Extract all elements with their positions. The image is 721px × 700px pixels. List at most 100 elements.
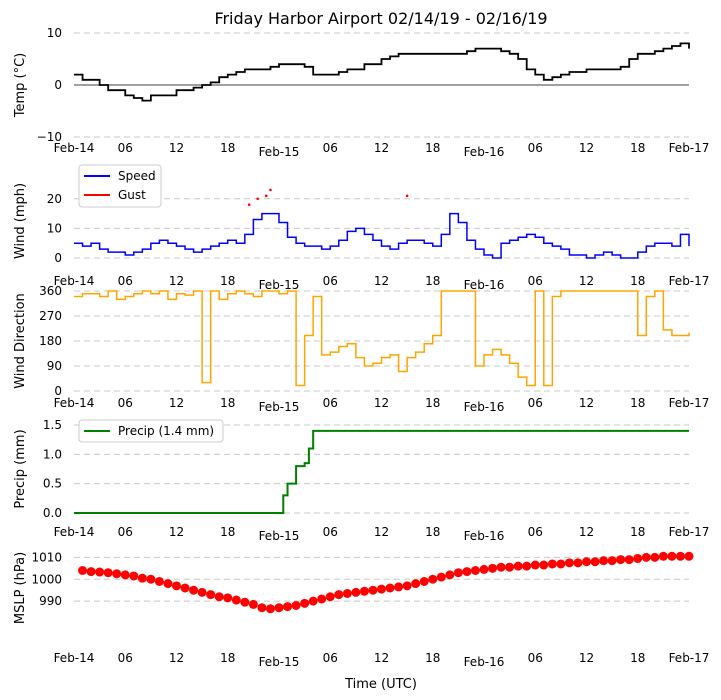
legend-box [78, 419, 224, 443]
panel-temperature: 10 0 −10 Temp (°C) Feb-14 06 12 18 Feb-15 06 12 18 F… [13, 26, 709, 159]
mslp-point [624, 555, 634, 565]
x-tick-label: 18 [220, 396, 235, 410]
mslp-point [479, 564, 489, 574]
mslp-point [265, 604, 275, 614]
y-tick-label: −10 [37, 130, 62, 144]
x-tick-label: 12 [579, 396, 594, 410]
mslp-point [564, 558, 574, 568]
mslp-point [300, 598, 310, 608]
y-tick-label: 1010 [31, 550, 62, 564]
x-tick-label: Feb-17 [669, 396, 710, 410]
mslp-point [180, 583, 190, 593]
x-tick-label: 06 [118, 525, 133, 539]
x-tick-label: Feb-14 [54, 525, 95, 539]
mslp-point [257, 603, 267, 613]
mslp-point [197, 587, 207, 597]
x-tick-label: 06 [323, 274, 338, 288]
y-axis-label: Wind Direction [13, 293, 28, 389]
x-axis-label: Time (UTC) [344, 677, 417, 692]
mslp-point [240, 597, 250, 607]
gust-point [247, 203, 251, 207]
mslp-point [274, 603, 284, 613]
x-tick-label: 18 [630, 651, 645, 665]
x-tick-label: 18 [425, 141, 440, 155]
mslp-point [112, 569, 122, 579]
x-tick-label: 18 [425, 396, 440, 410]
mslp-point [522, 561, 532, 571]
panel-direction: 360 270 180 90 0 Wind Direction Feb-14 06 12 18 Fe… [13, 284, 709, 414]
x-tick-label: Feb-17 [669, 141, 710, 155]
mslp-point [684, 551, 694, 561]
x-tick-label: 18 [630, 274, 645, 288]
x-tick-label: Feb-14 [54, 651, 95, 665]
mslp-point [231, 595, 241, 605]
y-tick-label: 0 [54, 251, 62, 265]
mslp-point [658, 551, 668, 561]
x-tick-label: Feb-17 [669, 274, 710, 288]
mslp-point [385, 583, 395, 593]
x-tick-label: Feb-15 [259, 655, 300, 669]
mslp-point [556, 559, 566, 569]
x-tick-label: 06 [323, 396, 338, 410]
mslp-point [163, 579, 173, 589]
mslp-point [129, 571, 139, 581]
x-tick-label: 18 [425, 651, 440, 665]
x-tick-label: 12 [374, 651, 389, 665]
panel-mslp: 1010 1000 990 MSLP (hPa) Feb-14 06 12 18 Feb-15 0… [13, 550, 709, 669]
mslp-point [582, 557, 591, 567]
mslp-point [283, 602, 293, 612]
mslp-point [248, 599, 258, 609]
precip-line [74, 429, 689, 514]
mslp-point [599, 556, 609, 566]
mslp-point [342, 588, 352, 598]
y-axis-label: Temp (°C) [13, 53, 28, 119]
mslp-point [325, 592, 335, 602]
mslp-point [308, 596, 318, 606]
mslp-point [189, 585, 199, 595]
y-tick-label: 0.5 [43, 477, 62, 491]
x-tick-label: 06 [528, 274, 543, 288]
mslp-point [103, 568, 113, 578]
panel-wind: 20 10 0 Wind (mph) Feb-14 06 12 18 Feb-15 06 12 18 F… [13, 164, 710, 292]
mslp-point [436, 572, 446, 582]
x-tick-label: 18 [630, 141, 645, 155]
mslp-point [590, 557, 600, 567]
legend-precip-label: Precip (1.4 mm) [118, 424, 214, 438]
mslp-point [334, 590, 344, 600]
x-tick-label: 12 [374, 141, 389, 155]
x-tick-label: 06 [323, 651, 338, 665]
mslp-point [368, 585, 378, 595]
x-tick-label: Feb-17 [669, 651, 710, 665]
mslp-point [462, 567, 472, 577]
y-tick-label: 360 [39, 284, 62, 298]
mslp-point [291, 601, 301, 610]
y-tick-label: 1000 [31, 572, 62, 586]
x-tick-label: 06 [118, 651, 133, 665]
precip-legend: Precip (1.4 mm) [78, 419, 224, 443]
mslp-point [453, 568, 463, 578]
legend-speed-label: Speed [118, 169, 156, 183]
x-tick-label: 18 [425, 525, 440, 539]
x-tick-label: 06 [118, 141, 133, 155]
x-tick-label: 12 [374, 396, 389, 410]
x-tick-label: 06 [118, 396, 133, 410]
x-tick-label: 18 [630, 396, 645, 410]
y-tick-label: 0 [54, 78, 62, 92]
x-tick-label: Feb-14 [54, 274, 95, 288]
mslp-point [351, 587, 361, 597]
mslp-point [359, 586, 369, 596]
chart-title: Friday Harbor Airport 02/14/19 - 02/16/1… [214, 9, 547, 28]
mslp-point [539, 560, 549, 570]
mslp-point [616, 555, 626, 565]
mslp-point [505, 562, 515, 572]
x-tick-label: 12 [579, 651, 594, 665]
x-tick-label: 18 [220, 274, 235, 288]
gust-point [264, 194, 268, 198]
x-tick-label: 06 [528, 525, 543, 539]
mslp-point [146, 574, 156, 584]
mslp-point [86, 567, 96, 577]
y-tick-label: 0.0 [43, 506, 62, 520]
x-tick-label: 06 [323, 525, 338, 539]
mslp-point [317, 594, 327, 604]
